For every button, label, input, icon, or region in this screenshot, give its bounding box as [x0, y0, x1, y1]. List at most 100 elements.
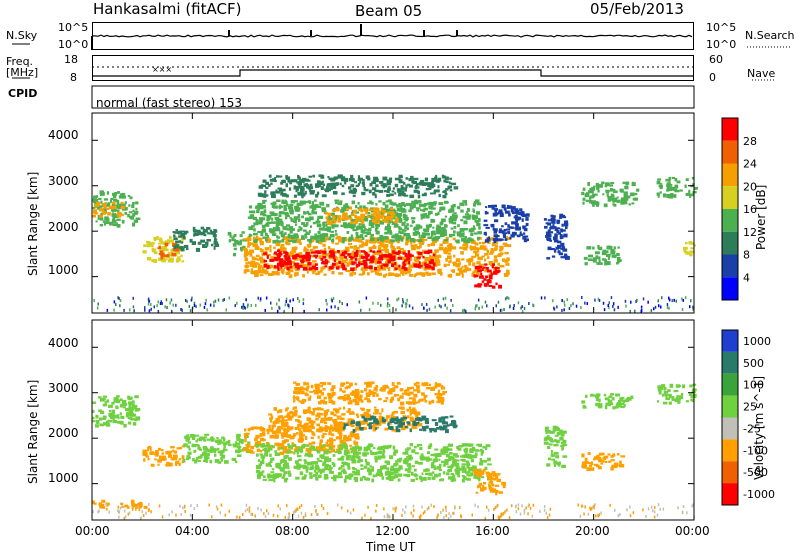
power-region-12 [483, 204, 530, 244]
power-colorbar-tick-5: 24 [743, 158, 757, 171]
velocity-ytick-1000: 1000 [48, 471, 79, 485]
freq-strip-frame [92, 55, 694, 81]
xtick-1200: 12:00 [375, 524, 410, 538]
velocity-ground-speckle [92, 503, 695, 520]
nsky-series [91, 34, 693, 38]
velocity-colorbar-cell-5 [722, 439, 738, 462]
xtick-0000: 00:00 [75, 524, 110, 538]
velocity-region-8 [473, 468, 506, 496]
velocity-ytick-4000: 4000 [48, 336, 79, 350]
power-ytick-4000: 4000 [48, 128, 79, 142]
power-colorbar-tick-6: 28 [743, 135, 757, 148]
velocity-region-4 [255, 443, 492, 483]
freq-series [92, 69, 694, 77]
power-region-4 [172, 226, 220, 252]
nave-top-tick: 60 [709, 53, 723, 66]
velocity-ytick-2000: 2000 [48, 426, 79, 440]
nsky-top-tick: 10^5 [58, 21, 89, 34]
power-colorbar-cell-3 [722, 186, 738, 209]
xlabel: Time UT [366, 540, 416, 554]
velocity-region-0 [92, 395, 141, 428]
velocity-region-11 [581, 393, 634, 410]
mode-label: normal (fast stereo) 153 [96, 96, 243, 110]
power-colorbar-tick-3: 16 [743, 203, 757, 216]
power-region-0 [92, 190, 141, 228]
velocity-colorbar-cell-0 [722, 330, 738, 352]
power-region-11 [473, 263, 502, 289]
power-region-7 [263, 249, 436, 271]
velocity-colorbar-tick-7: -1000 [743, 488, 775, 501]
power-colorbar-cell-4 [722, 209, 738, 232]
power-region-9 [324, 206, 399, 226]
xtick-0400: 04:00 [175, 524, 210, 538]
velocity-region-10 [581, 452, 626, 471]
power-colorbar-cell-2 [722, 163, 738, 187]
cpid-strip-frame [91, 85, 695, 109]
nsky-bottom-tick: 10^0 [58, 38, 89, 51]
xtick-2000: 20:00 [575, 524, 610, 538]
nave-bottom-tick: 0 [709, 71, 716, 84]
nsearch-bottom-tick: 10^0 [706, 38, 737, 51]
power-colorbar-frame [721, 117, 739, 301]
velocity-ytick-3000: 3000 [48, 381, 79, 395]
xtick-2400: 00:00 [675, 524, 710, 538]
velocity-colorbar-tick-3: 25 [743, 401, 757, 414]
velocity-region-1 [142, 445, 186, 467]
power-colorbar-tick-2: 12 [743, 226, 757, 239]
power-ytick-3000: 3000 [48, 174, 79, 188]
power-colorbar-cell-7 [722, 277, 738, 300]
velocity-colorbar-cell-1 [722, 351, 738, 374]
velocity-colorbar-tick-2: 100 [743, 379, 764, 392]
beam-title: Beam 05 [355, 2, 423, 20]
power-colorbar-cell-0 [722, 118, 738, 141]
power-ytick-1000: 1000 [48, 263, 79, 277]
power-region-15 [581, 181, 640, 208]
velocity-region-6 [342, 415, 458, 434]
velocity-colorbar-tick-1: 500 [743, 357, 764, 370]
velocity-colorbar-tick-6: -500 [743, 466, 768, 479]
power-colorbar-cell-1 [722, 140, 738, 164]
power-region-1 [92, 201, 126, 218]
power-region-13 [543, 213, 570, 260]
power-ground-speckle [93, 296, 694, 313]
power-region-3 [157, 242, 180, 260]
velocity-region-9 [543, 425, 568, 469]
velocity-colorbar-cell-4 [722, 417, 738, 440]
freq-marker: ××× [152, 65, 172, 74]
freq-top-tick: 18 [64, 53, 78, 66]
velocity-colorbar-cell-6 [722, 461, 738, 484]
freq-bottom-tick: 8 [70, 71, 77, 84]
cpid-label: CPID [8, 87, 38, 100]
velocity-colorbar-tick-4: -25 [743, 422, 761, 435]
power-region-14 [583, 244, 622, 266]
power-colorbar-tick-1: 8 [743, 249, 750, 262]
velocity-region-12 [657, 383, 697, 405]
nsky-label: N.Sky [6, 29, 38, 42]
power-colorbar-cell-5 [722, 231, 738, 255]
velocity-region-7 [292, 381, 447, 406]
power-colorbar-tick-0: 4 [743, 271, 750, 284]
velocity-region-2 [182, 433, 251, 464]
date-title: 05/Feb/2013 [590, 0, 684, 18]
xtick-1600: 16:00 [475, 524, 510, 538]
nsearch-top-tick: 10^5 [706, 21, 737, 34]
freq-label-line2: [MHz] [6, 66, 39, 79]
power-region-10 [257, 174, 459, 199]
power-region-16 [656, 176, 698, 199]
power-region-17 [683, 241, 696, 257]
nsearch-label: N.Search [745, 29, 795, 42]
nave-label: Nave [747, 67, 776, 80]
velocity-colorbar-cell-2 [722, 373, 738, 396]
power-region-8 [247, 199, 482, 244]
velocity-colorbar-cell-7 [722, 483, 738, 505]
power-colorbar-tick-4: 20 [743, 180, 757, 193]
velocity-colorbar-tick-5: -100 [743, 444, 768, 457]
velocity-colorbar-frame [721, 329, 739, 506]
velocity-colorbar-cell-3 [722, 395, 738, 418]
velocity-colorbar-tick-0: 1000 [743, 335, 771, 348]
freq-label-line1: Freq. [6, 55, 34, 68]
station-title: Hankasalmi (fitACF) [93, 0, 242, 18]
xtick-0800: 08:00 [275, 524, 310, 538]
power-colorbar-cell-6 [722, 254, 738, 278]
